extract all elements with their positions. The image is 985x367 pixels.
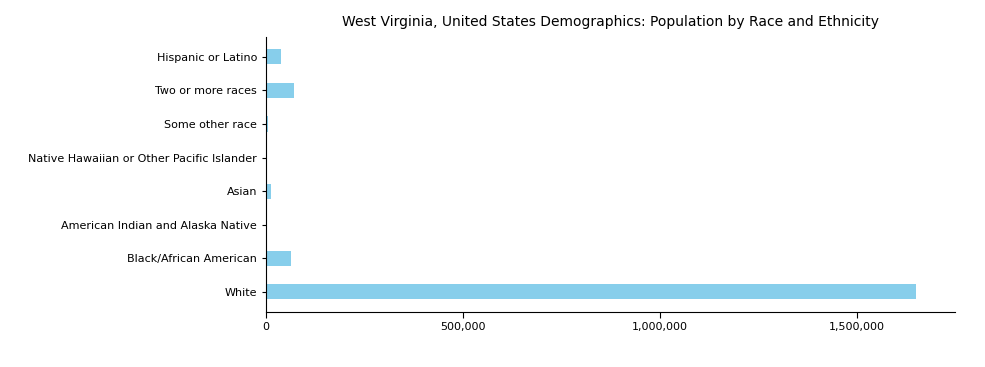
Bar	[266, 284, 916, 299]
Title: West Virginia, United States Demographics: Population by Race and Ethnicity: West Virginia, United States Demographic…	[342, 15, 880, 29]
Bar	[266, 83, 295, 98]
Bar	[266, 251, 291, 266]
Bar	[266, 184, 271, 199]
Bar	[266, 217, 267, 232]
Bar	[266, 49, 281, 64]
Bar	[266, 116, 268, 131]
